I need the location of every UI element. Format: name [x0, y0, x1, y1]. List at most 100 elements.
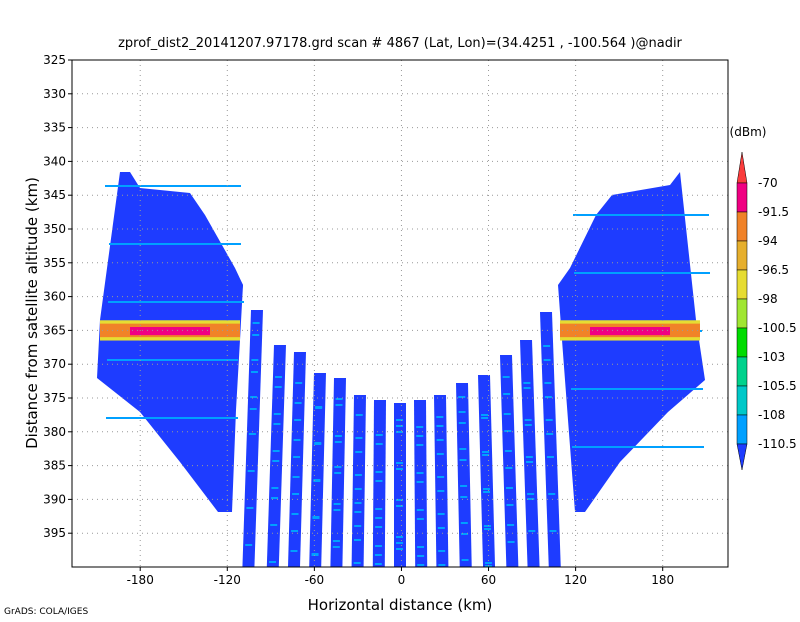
- speckle: [312, 517, 320, 519]
- speckle: [118, 301, 130, 303]
- speckle: [458, 422, 466, 424]
- speckle: [128, 301, 140, 303]
- speckle: [482, 454, 490, 456]
- layer: [130, 327, 210, 336]
- colorbar-label: -94: [758, 234, 778, 248]
- speckle: [684, 272, 692, 274]
- speckle: [653, 214, 661, 216]
- speckle: [374, 563, 382, 565]
- speckle: [165, 185, 173, 187]
- colorbar-label: -105.5: [758, 379, 797, 393]
- speckle: [354, 511, 362, 513]
- speckle: [417, 555, 425, 557]
- x-tick-label: 120: [564, 573, 587, 587]
- speckle: [505, 467, 513, 469]
- speckle: [189, 243, 205, 245]
- speckle: [396, 431, 403, 433]
- y-tick-label: 340: [43, 154, 66, 168]
- speckle: [623, 214, 631, 216]
- speckle: [141, 417, 153, 419]
- speckle: [526, 461, 534, 463]
- speckle: [375, 517, 383, 519]
- speckle: [527, 493, 535, 495]
- speckle: [483, 491, 491, 493]
- speckle: [436, 425, 444, 427]
- speckle: [272, 450, 280, 452]
- speckle: [639, 272, 647, 274]
- speckle: [543, 345, 551, 347]
- speckle: [130, 185, 146, 187]
- colorbar-box: [736, 182, 748, 213]
- speckle: [139, 243, 147, 245]
- swath-wing: [558, 172, 705, 512]
- speckle: [154, 243, 166, 245]
- speckle: [132, 359, 140, 361]
- speckle: [198, 301, 206, 303]
- colorbar-box: [736, 240, 748, 271]
- x-tick-label: 180: [651, 573, 674, 587]
- speckle: [604, 272, 612, 274]
- speckle: [268, 561, 276, 563]
- speckle: [106, 417, 114, 419]
- speckle: [223, 301, 235, 303]
- colorbar-box: [736, 298, 748, 329]
- speckle: [213, 301, 225, 303]
- colorbar-label: -103: [758, 350, 785, 364]
- speckle: [416, 435, 424, 437]
- speckle: [461, 533, 469, 535]
- speckle: [545, 419, 553, 421]
- speckle: [544, 382, 552, 384]
- speckle: [335, 398, 343, 400]
- speckle: [577, 446, 585, 448]
- speckle: [624, 272, 632, 274]
- swath-column: [540, 312, 561, 567]
- speckle: [607, 446, 615, 448]
- speckle: [375, 471, 383, 473]
- speckle: [274, 376, 282, 378]
- y-tick-label: 395: [43, 526, 66, 540]
- x-tick-label: -120: [214, 573, 241, 587]
- x-tick-label: -180: [127, 573, 154, 587]
- speckle: [459, 459, 467, 461]
- speckle: [481, 451, 489, 453]
- speckle: [295, 382, 303, 384]
- y-tick-label: 370: [43, 357, 66, 371]
- colorbar-label: -100.5: [758, 321, 797, 335]
- speckle: [332, 540, 340, 542]
- swath-column: [266, 345, 286, 567]
- colorbar-label: -91.5: [758, 205, 789, 219]
- speckle: [226, 417, 238, 419]
- speckle: [524, 424, 532, 426]
- speckle: [691, 388, 703, 390]
- speckle: [292, 476, 300, 478]
- speckle: [293, 439, 301, 441]
- speckle: [211, 417, 219, 419]
- speckle: [251, 359, 259, 361]
- swath-column: [351, 395, 366, 567]
- speckle: [199, 243, 215, 245]
- speckle: [549, 530, 557, 532]
- speckle: [270, 524, 278, 526]
- speckle: [156, 417, 172, 419]
- speckle: [694, 272, 710, 274]
- speckle: [151, 417, 163, 419]
- x-tick-label: -60: [305, 573, 325, 587]
- layer: [590, 327, 670, 336]
- speckle: [609, 272, 621, 274]
- y-tick-label: 390: [43, 492, 66, 506]
- speckle: [484, 562, 492, 564]
- speckle: [375, 480, 383, 482]
- speckle: [200, 185, 212, 187]
- speckle: [396, 462, 403, 464]
- speckle: [573, 214, 581, 216]
- y-tick-label: 385: [43, 459, 66, 473]
- speckle: [436, 416, 444, 418]
- speckle: [250, 396, 258, 398]
- speckle: [221, 417, 229, 419]
- speckle: [207, 359, 219, 361]
- speckle: [290, 550, 298, 552]
- speckle: [436, 439, 444, 441]
- speckle: [273, 423, 281, 425]
- speckle: [190, 185, 202, 187]
- speckle: [142, 359, 150, 361]
